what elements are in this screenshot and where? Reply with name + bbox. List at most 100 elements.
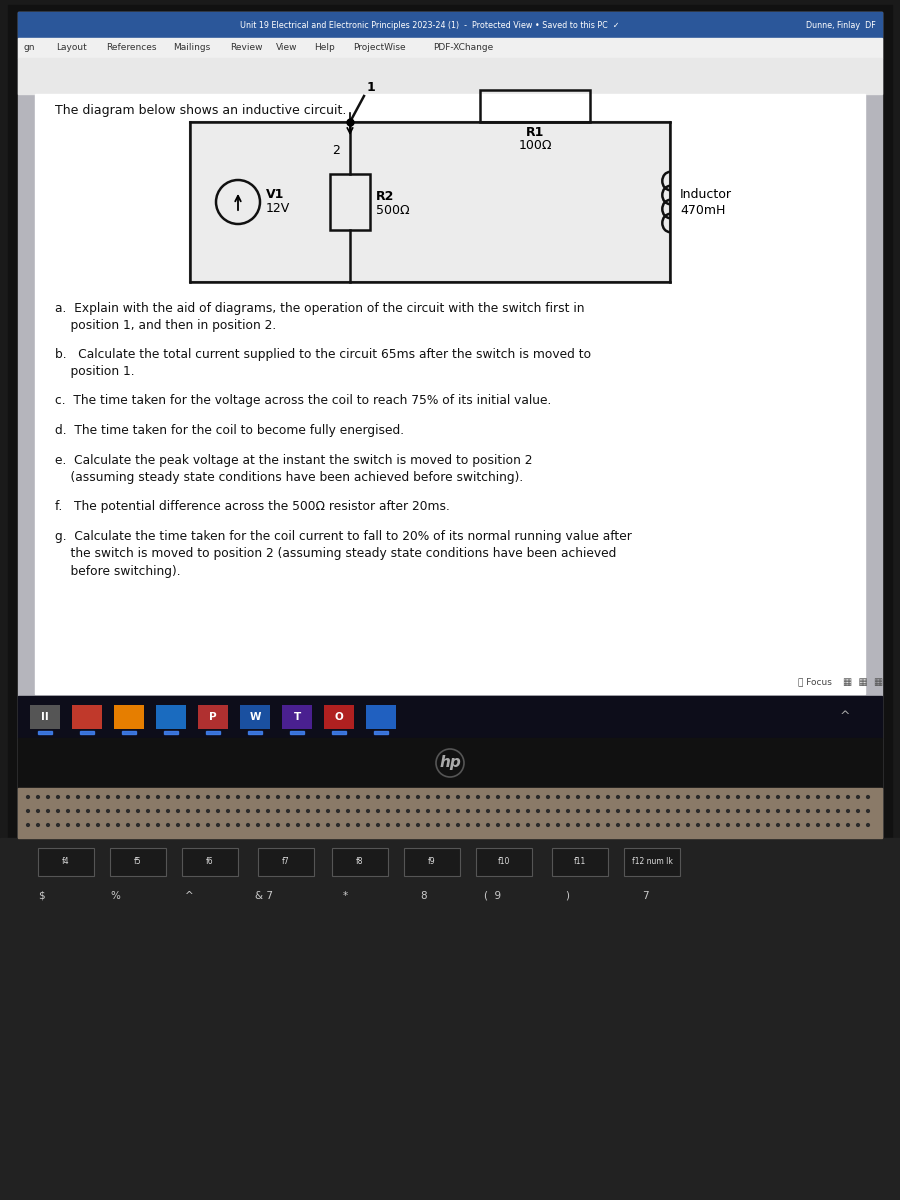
Circle shape: [127, 796, 130, 798]
Circle shape: [816, 796, 819, 798]
Bar: [72, 704, 102, 728]
Circle shape: [376, 810, 380, 812]
Circle shape: [176, 810, 179, 812]
Circle shape: [657, 796, 660, 798]
Circle shape: [337, 823, 339, 827]
Circle shape: [436, 823, 439, 827]
Circle shape: [196, 796, 200, 798]
Circle shape: [286, 823, 290, 827]
Circle shape: [117, 810, 120, 812]
Circle shape: [127, 810, 130, 812]
Circle shape: [137, 810, 139, 812]
Text: ): ): [565, 890, 569, 901]
Circle shape: [117, 823, 120, 827]
Circle shape: [767, 796, 770, 798]
Text: (  9: ( 9: [484, 890, 501, 901]
Text: ▦  ▦  ▦: ▦ ▦ ▦: [843, 677, 883, 686]
Bar: [182, 848, 238, 876]
Circle shape: [736, 796, 740, 798]
Circle shape: [616, 810, 619, 812]
Circle shape: [446, 810, 449, 812]
Circle shape: [747, 796, 750, 798]
Text: T: T: [293, 712, 301, 722]
Circle shape: [526, 823, 529, 827]
Text: 100Ω: 100Ω: [518, 139, 552, 152]
Bar: [122, 731, 136, 734]
Circle shape: [247, 796, 249, 798]
Circle shape: [577, 810, 580, 812]
Circle shape: [837, 810, 840, 812]
Circle shape: [86, 823, 89, 827]
Text: PDF-XChange: PDF-XChange: [433, 43, 493, 53]
Circle shape: [307, 823, 310, 827]
Text: W: W: [249, 712, 261, 722]
Circle shape: [546, 796, 549, 798]
Text: 📷 Focus: 📷 Focus: [798, 678, 832, 686]
Circle shape: [757, 823, 760, 827]
Circle shape: [47, 796, 50, 798]
Text: P: P: [209, 712, 217, 722]
Circle shape: [636, 823, 639, 827]
Circle shape: [346, 823, 349, 827]
Circle shape: [806, 796, 809, 798]
Circle shape: [427, 796, 429, 798]
Circle shape: [787, 823, 789, 827]
Bar: [282, 704, 312, 728]
Circle shape: [577, 796, 580, 798]
Circle shape: [526, 796, 529, 798]
Circle shape: [366, 796, 369, 798]
Circle shape: [256, 823, 259, 827]
Bar: [18, 12, 882, 870]
Circle shape: [266, 810, 269, 812]
Circle shape: [587, 810, 590, 812]
Circle shape: [307, 810, 310, 812]
Circle shape: [207, 810, 210, 812]
Circle shape: [397, 823, 400, 827]
Circle shape: [677, 810, 680, 812]
Bar: [374, 731, 388, 734]
Circle shape: [276, 823, 279, 827]
Circle shape: [556, 823, 560, 827]
Circle shape: [106, 796, 110, 798]
Text: d.  The time taken for the coil to become fully energised.: d. The time taken for the coil to become…: [55, 424, 404, 437]
Text: 2: 2: [332, 144, 340, 157]
Circle shape: [147, 796, 149, 798]
Circle shape: [96, 796, 99, 798]
Circle shape: [387, 810, 390, 812]
Circle shape: [806, 823, 809, 827]
Circle shape: [286, 796, 290, 798]
Circle shape: [767, 810, 770, 812]
Circle shape: [716, 810, 719, 812]
Circle shape: [276, 796, 279, 798]
Circle shape: [536, 810, 539, 812]
Circle shape: [487, 796, 490, 798]
Circle shape: [256, 810, 259, 812]
Circle shape: [297, 810, 300, 812]
Circle shape: [697, 823, 699, 827]
Circle shape: [857, 823, 860, 827]
Circle shape: [687, 810, 689, 812]
Circle shape: [407, 823, 410, 827]
Circle shape: [407, 796, 410, 798]
Circle shape: [147, 810, 149, 812]
Bar: [330, 174, 370, 230]
Bar: [366, 704, 396, 728]
Text: The diagram below shows an inductive circuit.: The diagram below shows an inductive cir…: [55, 104, 346, 116]
Bar: [164, 731, 178, 734]
Circle shape: [626, 796, 629, 798]
Circle shape: [597, 810, 599, 812]
Circle shape: [687, 796, 689, 798]
Circle shape: [597, 796, 599, 798]
Circle shape: [217, 810, 220, 812]
Circle shape: [176, 796, 179, 798]
Circle shape: [117, 796, 120, 798]
Circle shape: [777, 810, 779, 812]
Circle shape: [436, 749, 464, 778]
Circle shape: [536, 796, 539, 798]
Text: Help: Help: [314, 43, 335, 53]
Text: f4: f4: [62, 858, 70, 866]
Circle shape: [456, 796, 459, 798]
Circle shape: [247, 823, 249, 827]
Bar: [18, 38, 882, 58]
Circle shape: [726, 823, 729, 827]
